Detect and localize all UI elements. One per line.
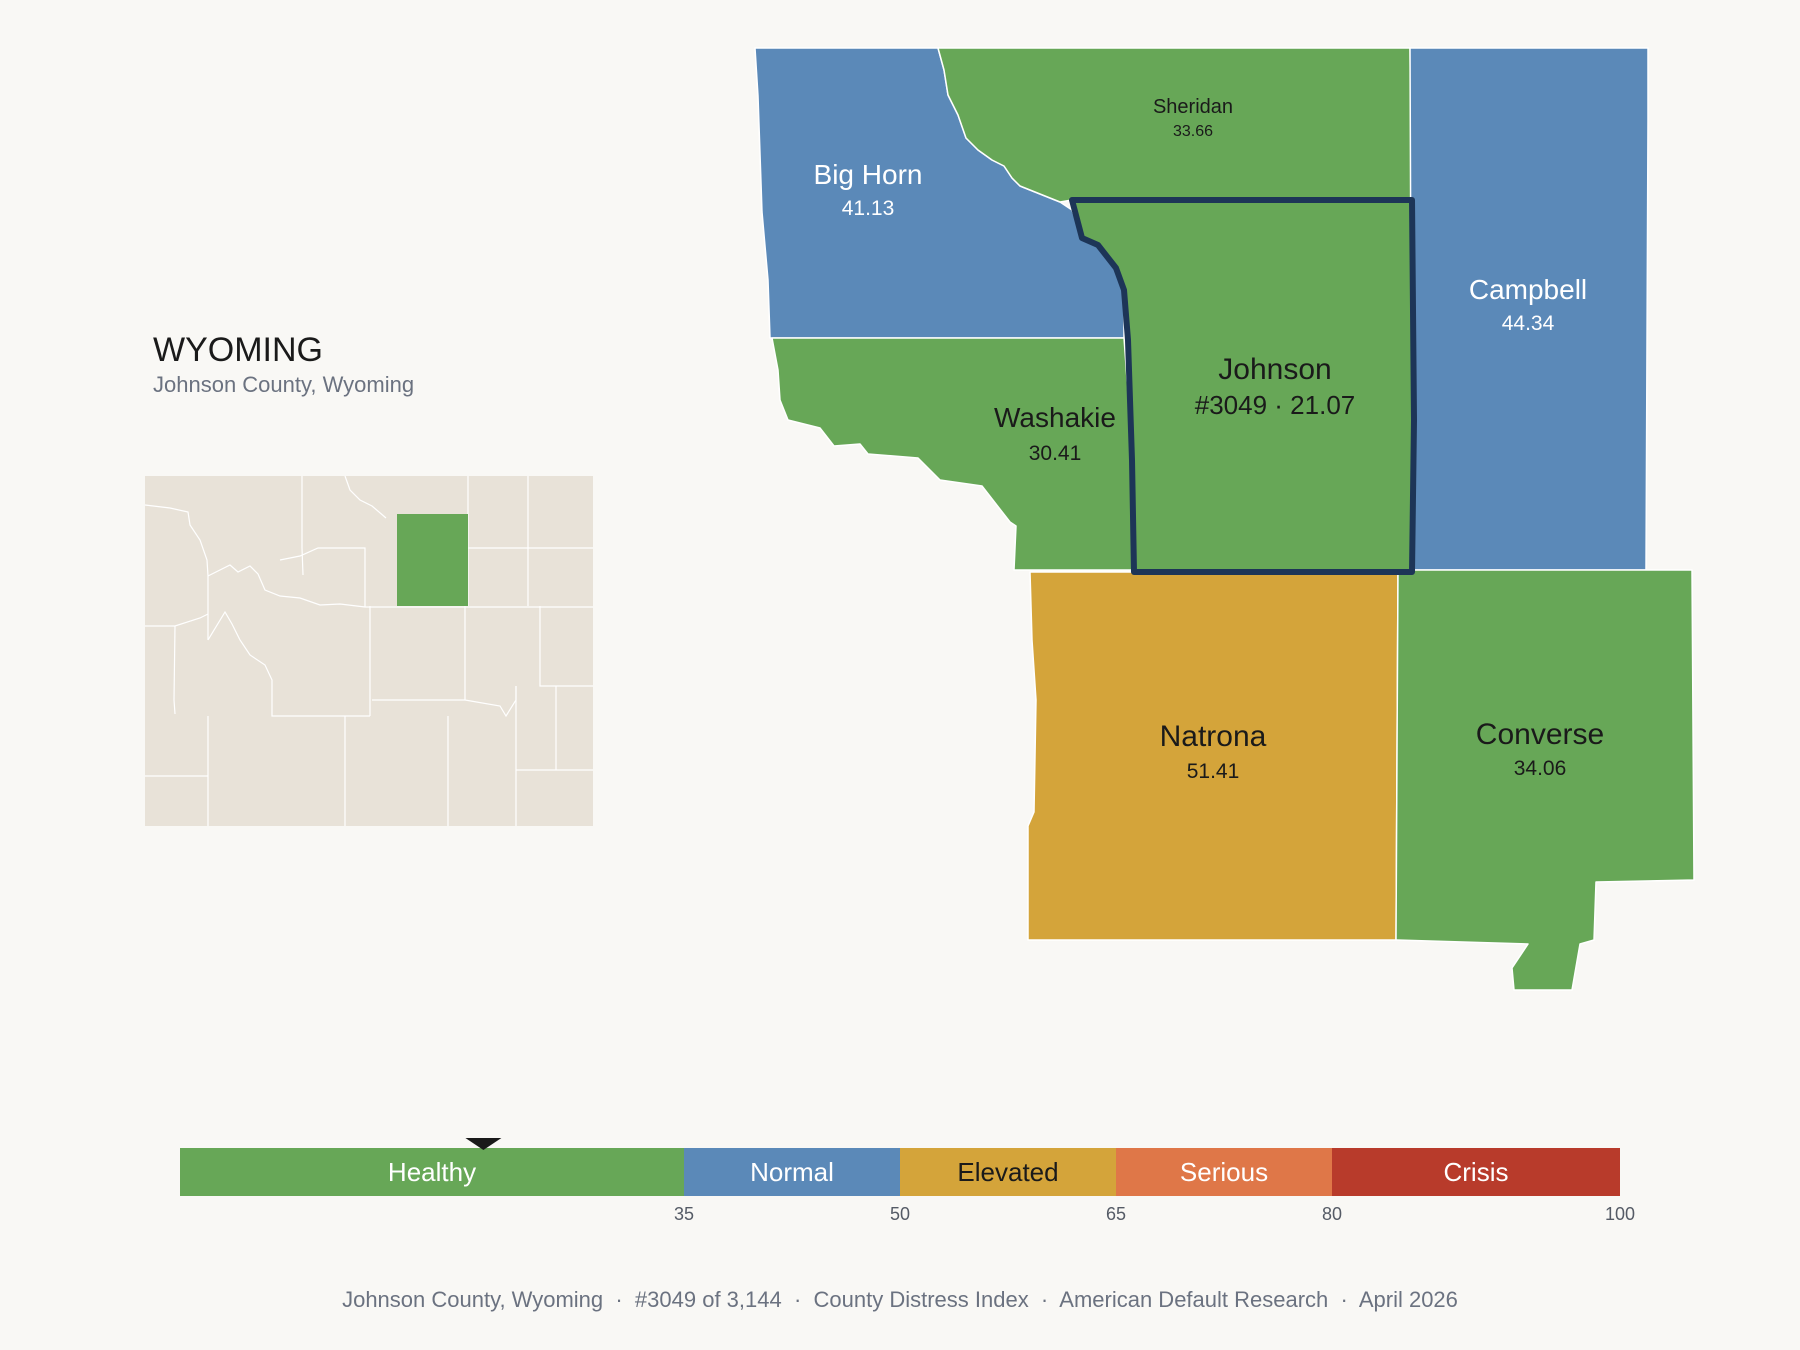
county-label-name: Big Horn [814,159,923,190]
legend-tick-label: 50 [890,1204,910,1224]
county-label-name: Sheridan [1153,96,1233,118]
county-map [754,47,1695,991]
county-labels: Big Horn 41.13 Sheridan 33.66 Campbell 4… [814,96,1605,783]
legend-band-elevated [900,1148,1116,1196]
inset-county-borders [144,475,593,826]
legend-ticks: 35 50 65 80 100 [674,1204,1635,1224]
county-label-value: 41.13 [842,197,895,220]
legend-band-label: Normal [750,1157,834,1187]
footer-caption: Johnson County, Wyoming · #3049 of 3,144… [342,1287,1458,1312]
county-label-name: Johnson [1218,353,1331,386]
value-marker-icon [465,1138,502,1150]
focus-county-outline [1069,197,1417,575]
legend-tick-label: 100 [1605,1204,1635,1224]
legend-band-healthy [180,1148,684,1196]
county-label-name: Campbell [1469,274,1587,305]
inset-state-shape [145,476,593,826]
inset-focus-county [397,514,468,606]
county-label-name: Converse [1476,718,1604,751]
county-label-name: Natrona [1160,720,1267,753]
county-label-value: 44.34 [1502,312,1555,335]
legend-bands: Healthy Normal Elevated Serious Crisis [180,1148,1620,1196]
county-campbell[interactable] [1409,47,1649,571]
legend-tick-label: 65 [1106,1204,1126,1224]
county-label-value: 51.41 [1187,760,1240,783]
state-subtitle: Johnson County, Wyoming [153,372,414,397]
county-label-value: #3049 · 21.07 [1195,390,1355,420]
legend-band-normal [684,1148,900,1196]
legend-band-label: Elevated [957,1157,1058,1187]
county-label-name: Washakie [994,402,1116,433]
legend-tick-label: 35 [674,1204,694,1224]
county-label-value: 34.06 [1514,757,1567,780]
county-label-value: 30.41 [1029,442,1082,465]
legend-scale: Healthy Normal Elevated Serious Crisis 35 50 6… [180,1138,1635,1224]
state-title: WYOMING [153,331,323,369]
county-natrona[interactable] [1027,571,1399,941]
legend-band-label: Healthy [388,1157,476,1187]
legend-tick-label: 80 [1322,1204,1342,1224]
county-converse[interactable] [1395,569,1695,991]
legend-band-label: Serious [1180,1157,1268,1187]
county-label-value: 33.66 [1173,123,1213,140]
state-inset-map [144,475,593,826]
legend-band-serious [1116,1148,1332,1196]
legend-band-label: Crisis [1444,1157,1509,1187]
legend-band-crisis [1332,1148,1620,1196]
